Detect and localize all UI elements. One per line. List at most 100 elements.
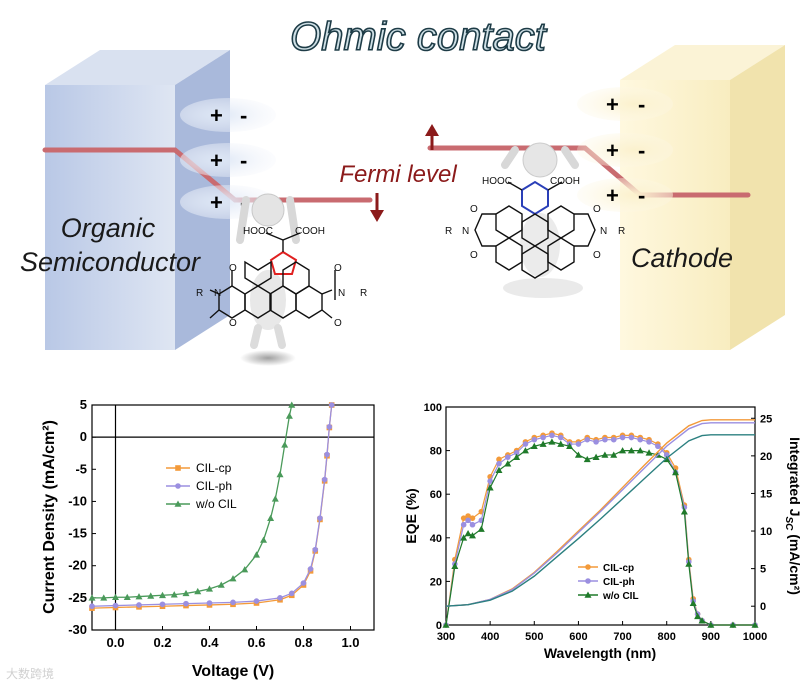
- eqe-point: [442, 621, 450, 628]
- svg-text:N: N: [214, 288, 221, 299]
- eqe-point: [694, 612, 702, 620]
- cathode-block: [620, 45, 785, 350]
- eqe-ytick-right-label: 5: [760, 564, 766, 576]
- svg-text:-: -: [638, 183, 645, 208]
- eqe-xtick-label: 600: [569, 631, 587, 643]
- right-person-figure: [501, 142, 583, 298]
- jv-ytick-label: -25: [68, 590, 87, 605]
- eqe-point: [689, 599, 697, 606]
- svg-text:+: +: [210, 103, 223, 128]
- svg-text:O: O: [334, 263, 342, 274]
- eqe-legend-marker: [584, 591, 592, 598]
- jv-ytick-label: -20: [68, 558, 87, 573]
- svg-text:COOH: COOH: [295, 226, 325, 237]
- left-molecule-structure: [209, 232, 336, 319]
- jv-point: [206, 585, 213, 592]
- right-molecule-labels: HOOC COOH O O N N R R O O: [445, 176, 625, 261]
- jv-point: [183, 600, 189, 607]
- ohmic-contact-schematic: + - + - + - + - + - + - Ohmic contact Fe…: [20, 14, 785, 366]
- jv-point: [307, 566, 314, 572]
- jv-point: [123, 593, 131, 601]
- eqe-point: [465, 517, 471, 524]
- eqe-xtick-label: 300: [437, 631, 455, 643]
- eqe-point: [601, 451, 609, 458]
- svg-text:N: N: [338, 288, 345, 299]
- jv-point: [182, 589, 190, 597]
- eqe-xtick-label: 1000: [743, 631, 767, 643]
- jv-ytick-label: 5: [80, 397, 87, 412]
- jv-point: [230, 599, 236, 606]
- jv-series-w/o CIL: [88, 401, 296, 601]
- eqe-xtick-label: 800: [658, 631, 676, 643]
- svg-text:HOOC: HOOC: [243, 226, 273, 237]
- eqe-ytick-right-label: 15: [760, 488, 772, 500]
- eqe-chart: 300 400 500 600 700 800 900 1000020406080100051…: [403, 402, 800, 661]
- jv-xlabel: Voltage (V): [192, 663, 274, 680]
- jv-curve-chart: 0.0 0.2 0.4 0.6 0.8 1.0 5 0 -5 -10 -15 -20 -25 -30 Vo…: [41, 397, 375, 680]
- eqe-point: [460, 534, 468, 541]
- jv-point: [159, 601, 166, 608]
- eqe-ytick-left-label: 100: [424, 402, 442, 414]
- jv-point: [194, 587, 202, 595]
- eqe-xtick-label: 700: [613, 631, 631, 643]
- fermi-level-label: Fermi level: [339, 161, 457, 188]
- arrow-up-icon: [425, 124, 439, 150]
- svg-text:COOH: COOH: [550, 176, 580, 187]
- jv-legend-label: CIL-cp: [196, 461, 232, 475]
- eqe-legend-label: CIL-cp: [603, 563, 634, 574]
- eqe-legend-label: CIL-ph: [603, 577, 635, 588]
- jv-point: [312, 546, 319, 553]
- eqe-point: [557, 434, 564, 441]
- eqe-point: [496, 460, 502, 467]
- integrated-jsc-line: [445, 434, 755, 607]
- eqe-xtick-label: 500: [525, 631, 543, 643]
- jv-point: [147, 592, 155, 599]
- svg-text:O: O: [593, 204, 601, 215]
- jv-point: [135, 593, 143, 600]
- semiconductor-label: Semiconductor: [20, 247, 201, 277]
- eqe-point: [619, 447, 627, 454]
- eqe-point: [610, 451, 618, 458]
- jv-xtick-label: 1.0: [341, 635, 359, 650]
- eqe-point: [680, 508, 688, 515]
- eqe-point: [637, 436, 644, 443]
- eqe-point: [575, 441, 582, 447]
- svg-text:-: -: [638, 138, 645, 163]
- svg-text:R: R: [618, 226, 625, 237]
- eqe-point: [505, 454, 511, 460]
- eqe-line: [445, 434, 755, 626]
- svg-text:+: +: [210, 190, 223, 215]
- eqe-series-CIL-ph: [443, 432, 758, 628]
- eqe-point: [495, 466, 503, 474]
- jv-plot-frame: [91, 404, 375, 631]
- eqe-ytick-right-label: 10: [760, 526, 772, 538]
- eqe-point: [655, 443, 661, 450]
- jv-point: [276, 470, 284, 478]
- svg-text:-: -: [240, 148, 247, 173]
- eqe-point: [627, 447, 635, 454]
- jv-point: [281, 441, 289, 448]
- svg-text:-: -: [638, 92, 645, 117]
- jv-zero-lines: [92, 405, 374, 630]
- svg-text:+: +: [606, 183, 619, 208]
- jv-legend-label: CIL-ph: [196, 479, 232, 493]
- eqe-point: [531, 436, 538, 443]
- svg-text:O: O: [229, 263, 237, 274]
- eqe-line: [445, 441, 755, 626]
- jv-point: [285, 412, 293, 419]
- eqe-ylabel-right: Integrated JSC (mA/cm²): [783, 437, 800, 595]
- eqe-ytick-right-label: 25: [760, 413, 772, 425]
- eqe-point: [672, 468, 680, 476]
- eqe-point: [530, 442, 538, 450]
- jv-xtick-label: 0.6: [247, 635, 265, 650]
- eqe-legend-marker: [585, 564, 591, 570]
- eqe-point: [698, 617, 706, 624]
- svg-text:N: N: [462, 226, 469, 237]
- fermi-level-line-left: [42, 147, 373, 203]
- jv-point: [300, 580, 307, 586]
- eqe-ytick-left-label: 40: [430, 533, 442, 545]
- jv-point: [159, 591, 166, 599]
- eqe-point: [645, 449, 653, 456]
- eqe-point: [468, 532, 476, 539]
- eqe-point: [557, 440, 565, 447]
